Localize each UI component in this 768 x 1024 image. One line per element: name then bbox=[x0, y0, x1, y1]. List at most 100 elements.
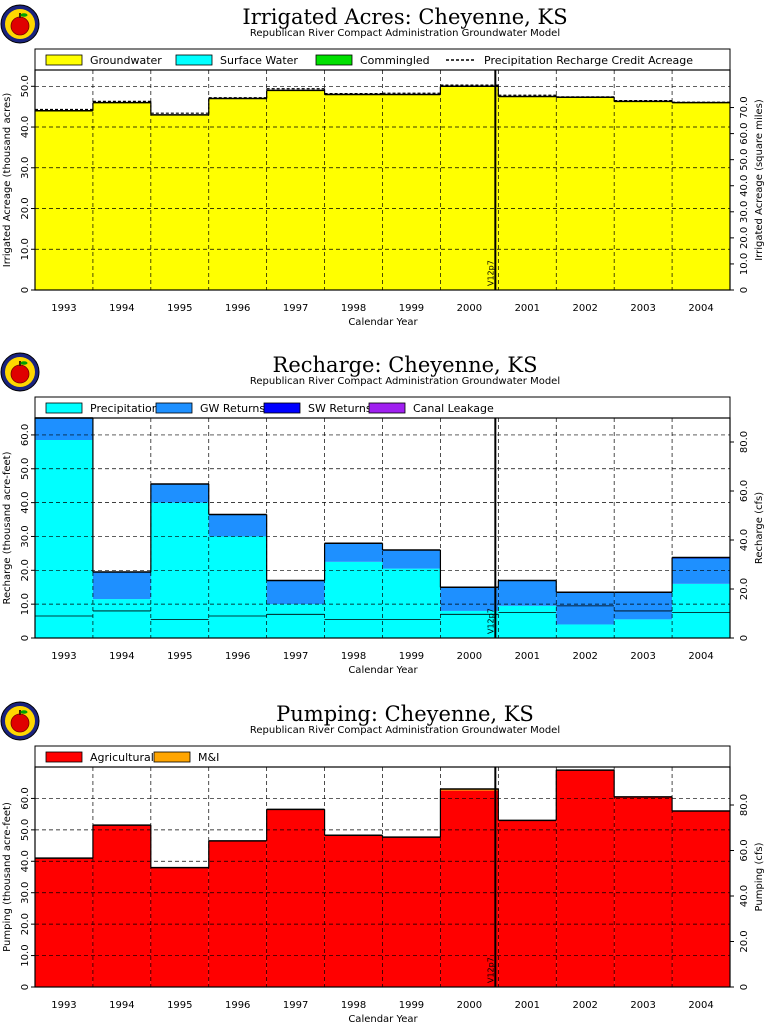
y2tick-label-4: 40.0 bbox=[739, 175, 750, 197]
ytick-label-3: 30.0 bbox=[20, 882, 31, 904]
bar-1994-series-1 bbox=[92, 599, 151, 638]
bar-1996-series-1 bbox=[208, 536, 267, 638]
logo-leaf bbox=[20, 361, 28, 365]
plot-frame bbox=[34, 69, 731, 291]
bar-2000-series-1 bbox=[440, 610, 499, 638]
y2tick-label-4: 80.0 bbox=[739, 794, 750, 816]
y2tick-label-2: 40.0 bbox=[739, 885, 750, 907]
y2tick-label-0: 0 bbox=[739, 287, 750, 293]
logo-apple bbox=[10, 713, 30, 733]
xtick-label-1994: 1994 bbox=[109, 303, 134, 314]
xtick-label-1997: 1997 bbox=[283, 651, 308, 662]
legend-label-2: Surface Water bbox=[220, 54, 298, 67]
bar-2001-series-1 bbox=[498, 820, 557, 987]
apple-logo-icon bbox=[0, 701, 40, 741]
y2tick-label-0: 0 bbox=[739, 635, 750, 641]
y2tick-label-7: 70.0 bbox=[739, 96, 750, 118]
bar-1998-series-1 bbox=[324, 835, 383, 987]
xtick-label-1993: 1993 bbox=[51, 1000, 76, 1011]
x-axis-label: Calendar Year bbox=[348, 665, 418, 676]
bar-1996-series-1 bbox=[208, 840, 267, 987]
chart-1: Irrigated Acres: Cheyenne, KSRepublican … bbox=[0, 4, 765, 328]
bar-2001-series-1 bbox=[498, 96, 557, 291]
bar-1997-series-1 bbox=[266, 604, 325, 638]
xtick-label-1996: 1996 bbox=[225, 1000, 250, 1011]
bar-1999-series-1 bbox=[382, 94, 441, 290]
y2tick-label-2: 40.0 bbox=[739, 529, 750, 551]
bar-1997-series-1 bbox=[266, 809, 325, 987]
y2tick-label-1: 20.0 bbox=[739, 930, 750, 952]
bar-2003-series-2 bbox=[614, 592, 673, 620]
bar-1997-series-1 bbox=[266, 90, 325, 291]
bar-1995-series-1 bbox=[150, 867, 209, 987]
model-marker-label: V12p7 bbox=[486, 957, 495, 983]
legend-swatch-2 bbox=[155, 402, 193, 414]
y2tick-label-2: 20.0 bbox=[739, 227, 750, 249]
xtick-label-1998: 1998 bbox=[341, 1000, 366, 1011]
apple-logo-icon bbox=[0, 4, 40, 44]
xtick-label-1995: 1995 bbox=[167, 651, 192, 662]
xtick-label-1997: 1997 bbox=[283, 1000, 308, 1011]
bar-2001-series-1 bbox=[498, 605, 557, 638]
y-axis-label: Irrigated Acreage (thousand acres) bbox=[2, 93, 13, 268]
legend-swatch-1 bbox=[45, 751, 83, 763]
ytick-label-0: 0 bbox=[20, 984, 31, 990]
y2-axis-label: Pumping (cfs) bbox=[754, 842, 765, 911]
ytick-label-1: 10.0 bbox=[20, 944, 31, 966]
xtick-label-1994: 1994 bbox=[109, 651, 134, 662]
xtick-label-1993: 1993 bbox=[51, 651, 76, 662]
ytick-label-1: 10.0 bbox=[20, 238, 31, 260]
xtick-label-2004: 2004 bbox=[688, 303, 713, 314]
legend-label-4: Canal Leakage bbox=[413, 402, 494, 415]
bar-1995-series-1 bbox=[150, 502, 209, 638]
xtick-label-1996: 1996 bbox=[225, 303, 250, 314]
plot-frame bbox=[34, 417, 731, 639]
bar-1993-series-1 bbox=[35, 110, 93, 290]
xtick-label-2002: 2002 bbox=[572, 303, 597, 314]
logo-apple bbox=[10, 16, 30, 36]
xtick-label-2003: 2003 bbox=[630, 651, 655, 662]
ytick-label-0: 0 bbox=[20, 635, 31, 641]
ytick-label-2: 20.0 bbox=[20, 197, 31, 219]
bar-1993-series-1 bbox=[35, 858, 93, 987]
y2tick-label-3: 30.0 bbox=[739, 201, 750, 223]
ytick-label-5: 50.0 bbox=[20, 819, 31, 841]
legend-label-1: Agricultural bbox=[90, 751, 154, 764]
logo-leaf bbox=[20, 710, 28, 714]
bar-2003-series-1 bbox=[614, 796, 673, 987]
legend-swatch-2 bbox=[175, 54, 213, 66]
ytick-label-2: 20.0 bbox=[20, 559, 31, 581]
ytick-label-2: 20.0 bbox=[20, 913, 31, 935]
bar-2003-series-1 bbox=[614, 101, 673, 291]
bar-2002-series-1 bbox=[556, 97, 615, 290]
legend-label-1: Groundwater bbox=[90, 54, 162, 67]
xtick-label-2002: 2002 bbox=[572, 651, 597, 662]
xtick-label-2000: 2000 bbox=[457, 651, 482, 662]
apple-logo-icon bbox=[0, 352, 40, 392]
bar-1994-series-2 bbox=[92, 572, 151, 600]
legend-swatch-3 bbox=[315, 54, 353, 66]
bar-1998-series-1 bbox=[324, 561, 383, 638]
y2tick-label-1: 20.0 bbox=[739, 578, 750, 600]
bar-1997-series-2 bbox=[266, 580, 325, 605]
y2tick-label-0: 0 bbox=[739, 984, 750, 990]
bar-2004-series-1 bbox=[672, 583, 730, 638]
xtick-label-1998: 1998 bbox=[341, 651, 366, 662]
xtick-label-1997: 1997 bbox=[283, 303, 308, 314]
ytick-label-0: 0 bbox=[20, 287, 31, 293]
chart-subtitle: Republican River Compact Administration … bbox=[250, 376, 560, 387]
bar-1998-series-1 bbox=[324, 94, 383, 290]
xtick-label-1995: 1995 bbox=[167, 303, 192, 314]
legend-label-3: SW Returns bbox=[308, 402, 372, 415]
xtick-label-1995: 1995 bbox=[167, 1000, 192, 1011]
bar-1995-series-1 bbox=[150, 114, 209, 290]
xtick-label-2001: 2001 bbox=[515, 303, 540, 314]
ytick-label-5: 50.0 bbox=[20, 458, 31, 480]
bar-2004-series-2 bbox=[672, 558, 730, 584]
legend-label-2: M&I bbox=[198, 751, 219, 764]
ytick-label-5: 50.0 bbox=[20, 75, 31, 97]
bar-1994-series-1 bbox=[92, 102, 151, 290]
ytick-label-1: 10.0 bbox=[20, 593, 31, 615]
xtick-label-2000: 2000 bbox=[457, 1000, 482, 1011]
bar-2000-series-1 bbox=[440, 86, 499, 290]
